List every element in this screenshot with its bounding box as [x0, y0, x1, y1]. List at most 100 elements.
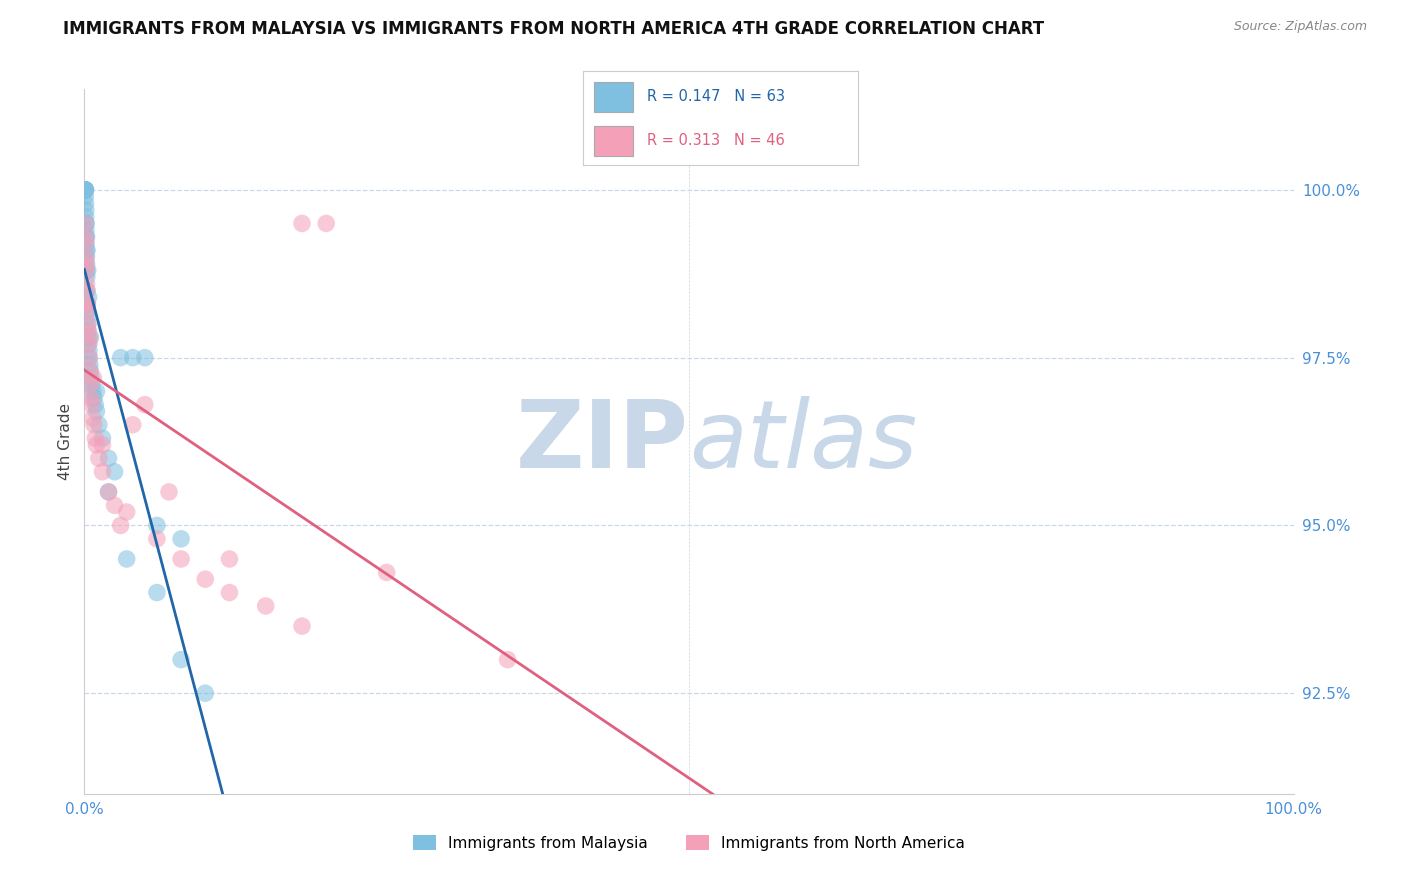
Point	[77, 343, 100, 358]
Point	[84, 398, 107, 412]
Point	[77, 290, 100, 304]
Text: Source: ZipAtlas.com: Source: ZipAtlas.com	[1233, 20, 1367, 33]
Point	[75, 257, 97, 271]
Point	[79, 377, 101, 392]
Point	[79, 330, 101, 344]
Point	[76, 297, 98, 311]
Point	[170, 552, 193, 566]
Point	[84, 431, 107, 445]
Point	[79, 364, 101, 378]
Point	[75, 230, 97, 244]
Point	[170, 532, 193, 546]
Point	[80, 371, 103, 385]
Point	[157, 484, 180, 499]
Point	[76, 244, 98, 258]
Point	[73, 216, 96, 230]
Point	[75, 183, 97, 197]
Text: atlas: atlas	[689, 396, 917, 487]
Point	[86, 404, 108, 418]
Point	[73, 183, 96, 197]
Point	[82, 371, 104, 385]
Point	[496, 653, 519, 667]
Point	[73, 183, 96, 197]
Point	[77, 337, 100, 351]
Point	[77, 337, 100, 351]
Point	[77, 324, 100, 338]
Text: IMMIGRANTS FROM MALAYSIA VS IMMIGRANTS FROM NORTH AMERICA 4TH GRADE CORRELATION : IMMIGRANTS FROM MALAYSIA VS IMMIGRANTS F…	[63, 20, 1045, 37]
Point	[80, 391, 103, 405]
Bar	[595, 82, 633, 112]
Point	[75, 216, 97, 230]
Point	[77, 324, 100, 338]
Point	[104, 465, 127, 479]
Bar	[595, 126, 633, 156]
Point	[76, 317, 98, 331]
Point	[86, 438, 108, 452]
Point	[76, 284, 98, 298]
Point	[79, 364, 101, 378]
Point	[76, 297, 98, 311]
Point	[91, 431, 114, 445]
Point	[75, 244, 97, 258]
Point	[91, 438, 114, 452]
Text: ZIP: ZIP	[516, 395, 689, 488]
Point	[77, 351, 100, 365]
Point	[73, 183, 96, 197]
Point	[75, 223, 97, 237]
Point	[97, 484, 120, 499]
Point	[77, 330, 100, 344]
Point	[110, 351, 132, 365]
Point	[79, 357, 101, 371]
Point	[87, 417, 110, 432]
Point	[104, 498, 127, 512]
Point	[73, 183, 96, 197]
Point	[79, 330, 101, 344]
Point	[121, 351, 143, 365]
Y-axis label: 4th Grade: 4th Grade	[58, 403, 73, 480]
Point	[76, 263, 98, 277]
Point	[218, 585, 240, 599]
Text: R = 0.147   N = 63: R = 0.147 N = 63	[647, 89, 785, 104]
Point	[76, 303, 98, 318]
Point	[115, 505, 138, 519]
Point	[97, 484, 120, 499]
Point	[75, 202, 97, 217]
Point	[73, 183, 96, 197]
Point	[170, 653, 193, 667]
Point	[82, 384, 104, 399]
Point	[375, 566, 398, 580]
Point	[75, 210, 97, 224]
Point	[75, 189, 97, 203]
Point	[75, 263, 97, 277]
Point	[75, 230, 97, 244]
Point	[134, 398, 156, 412]
Point	[75, 196, 97, 211]
Point	[110, 518, 132, 533]
Point	[134, 351, 156, 365]
Point	[146, 585, 169, 599]
Point	[75, 216, 97, 230]
Point	[75, 183, 97, 197]
Point	[97, 451, 120, 466]
Legend: Immigrants from Malaysia, Immigrants from North America: Immigrants from Malaysia, Immigrants fro…	[406, 829, 972, 856]
Point	[291, 216, 314, 230]
Point	[75, 250, 97, 264]
Point	[218, 552, 240, 566]
Point	[80, 398, 103, 412]
Point	[76, 230, 98, 244]
Point	[80, 377, 103, 392]
Point	[77, 351, 100, 365]
Point	[75, 183, 97, 197]
Point	[76, 297, 98, 311]
Point	[82, 411, 104, 425]
Point	[73, 183, 96, 197]
Point	[291, 619, 314, 633]
Point	[75, 236, 97, 251]
Point	[194, 686, 217, 700]
Point	[75, 236, 97, 251]
Point	[76, 284, 98, 298]
Point	[146, 532, 169, 546]
Point	[315, 216, 337, 230]
Point	[76, 270, 98, 285]
Point	[83, 391, 105, 405]
